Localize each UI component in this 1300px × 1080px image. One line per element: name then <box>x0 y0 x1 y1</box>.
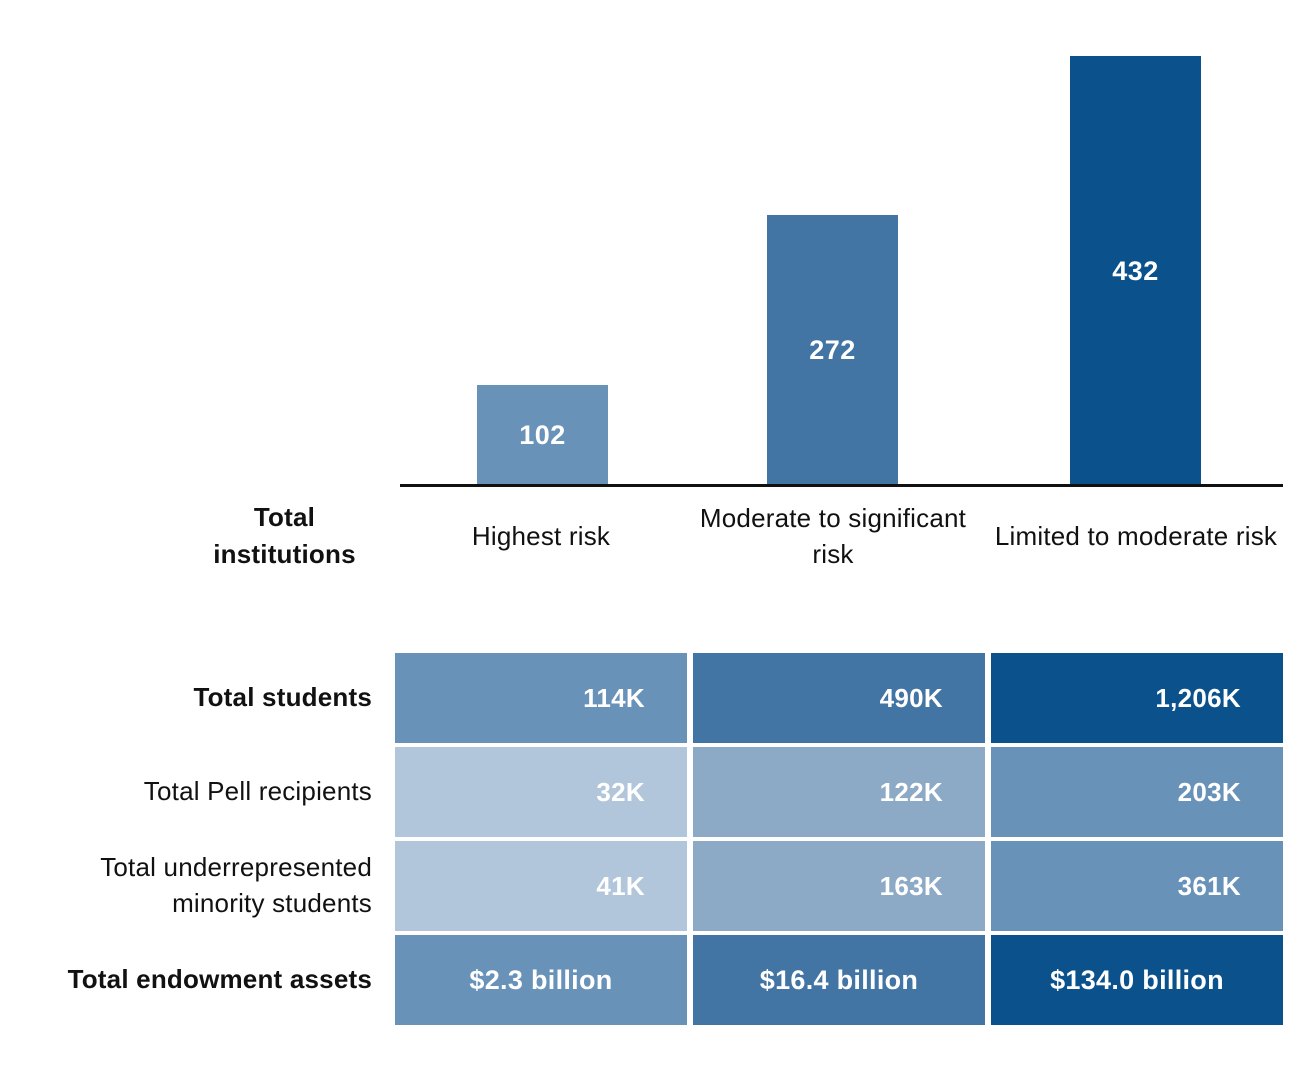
table-cell-students-highest: 114K <box>395 653 687 743</box>
table-cell-students-moderate: 490K <box>693 653 985 743</box>
table-cell-endowment-highest: $2.3 billion <box>395 935 687 1025</box>
bar-value-label: 272 <box>809 335 856 365</box>
bar-moderate-significant-risk: 272 <box>767 215 898 486</box>
table-cell-pell-moderate: 122K <box>693 747 985 837</box>
table-cell-endowment-limited: $134.0 billion <box>991 935 1283 1025</box>
table-cell-endowment-moderate: $16.4 billion <box>693 935 985 1025</box>
category-label-highest-risk: Highest risk <box>471 520 611 551</box>
bar-value-label: 102 <box>519 420 566 450</box>
row-label-total-pell-recipients: Total Pell recipients <box>143 776 372 807</box>
table-cell-minority-moderate: 163K <box>693 841 985 931</box>
row-label-total-endowment-assets: Total endowment assets <box>67 964 372 995</box>
table-cell-minority-limited: 361K <box>991 841 1283 931</box>
category-label-moderate-significant-risk: Moderate to significant risk <box>699 502 967 569</box>
bar-highest-risk: 102 <box>477 385 608 486</box>
data-table: 114K 490K 1,206K 32K 122K 203K 41K 163K … <box>395 653 1283 1025</box>
bar-limited-moderate-risk: 432 <box>1070 56 1201 486</box>
x-axis-line <box>400 484 1283 487</box>
table-cell-minority-highest: 41K <box>395 841 687 931</box>
bar-value-label: 432 <box>1112 255 1159 286</box>
row-label-total-students: Total students <box>193 682 372 713</box>
row-header-total-institutions: Total institutions <box>213 502 356 569</box>
table-cell-pell-limited: 203K <box>991 747 1283 837</box>
category-label-limited-moderate-risk: Limited to moderate risk <box>994 520 1278 551</box>
table-cell-pell-highest: 32K <box>395 747 687 837</box>
row-label-total-underrepresented-minority-students: Total underrepresented minority students <box>100 852 372 918</box>
table-cell-students-limited: 1,206K <box>991 653 1283 743</box>
